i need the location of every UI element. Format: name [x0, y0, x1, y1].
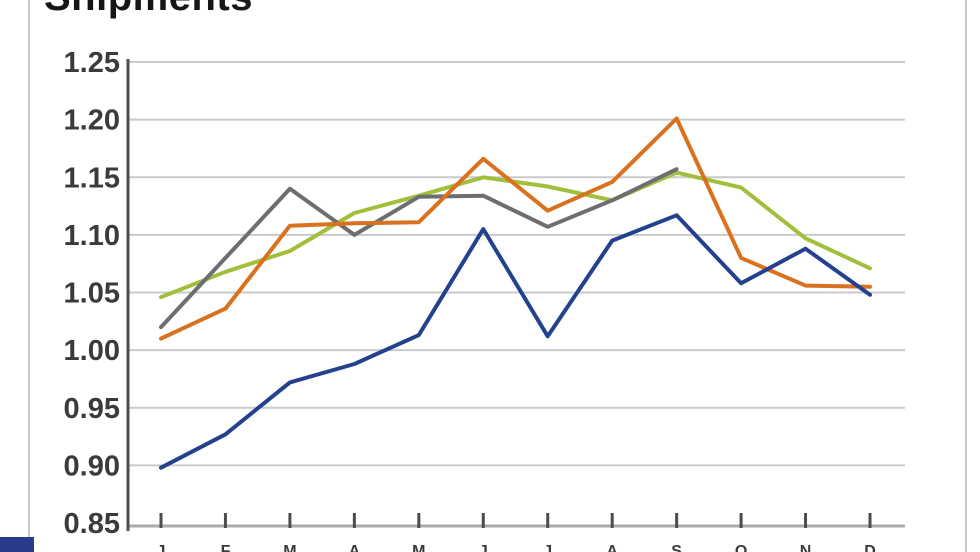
- x-tick-label: N: [800, 543, 812, 552]
- series-line-gray: [159, 167, 679, 330]
- y-tick-label: 0.90: [64, 450, 120, 482]
- y-tick-label: 1.20: [64, 105, 120, 137]
- y-tick-label: 1.25: [64, 47, 120, 79]
- chart-title: Shipments: [44, 0, 253, 17]
- y-tick-label: 1.00: [64, 335, 120, 367]
- y-tick-label: 0.85: [64, 508, 120, 540]
- x-tick-label: D: [864, 543, 876, 552]
- page-border-left: [28, 0, 30, 552]
- x-tick-label: J: [543, 543, 552, 552]
- page-border-right: [965, 0, 967, 552]
- y-tick-label: 0.95: [64, 393, 120, 425]
- x-tick-label: O: [735, 543, 747, 552]
- x-tick-label: A: [606, 543, 618, 552]
- page-corner-decoration: [0, 537, 34, 552]
- y-tick-label: 1.15: [64, 162, 120, 194]
- y-tick-label: 1.10: [64, 220, 120, 252]
- series-line-green: [159, 170, 872, 300]
- x-tick-label: J: [157, 543, 166, 552]
- x-tick-label: S: [671, 543, 682, 552]
- x-tick-label: F: [221, 543, 231, 552]
- series-line-orange: [159, 116, 872, 341]
- x-tick-label: J: [479, 543, 488, 552]
- x-tick-label: M: [412, 543, 425, 552]
- x-tick-label: M: [283, 543, 296, 552]
- y-tick-label: 1.05: [64, 278, 120, 310]
- x-tick-label: A: [349, 543, 361, 552]
- series-line-blue: [159, 213, 872, 470]
